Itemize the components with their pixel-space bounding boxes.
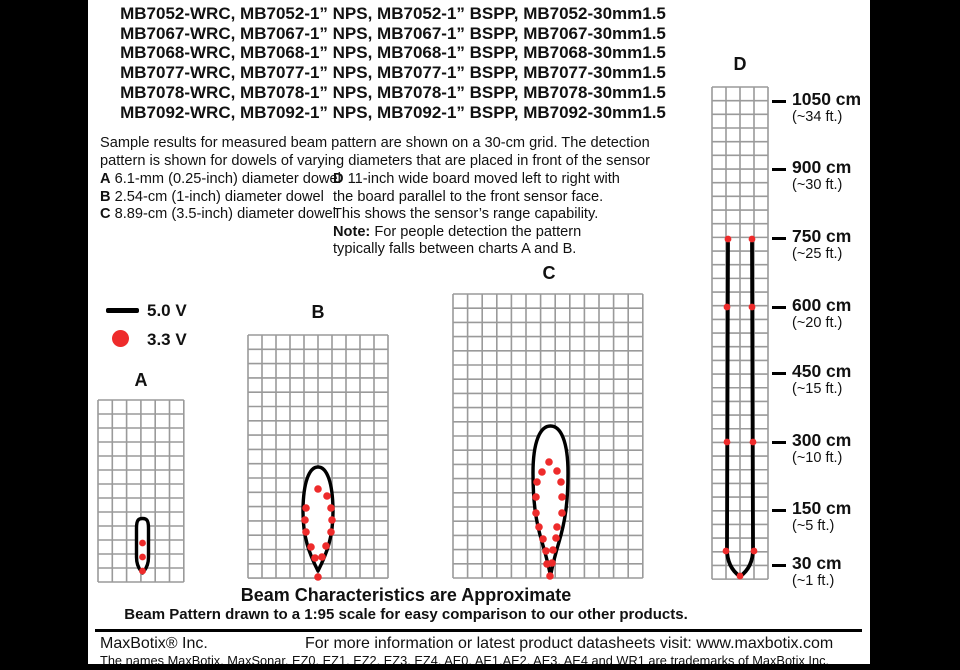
dowel-item: C 8.89-cm (3.5-inch) diameter dowel bbox=[100, 206, 337, 223]
legend-5v-line-swatch bbox=[106, 308, 139, 313]
scale-tick: 150 cm (~5 ft.) bbox=[772, 498, 960, 535]
footer-divider bbox=[95, 629, 862, 632]
dowel-item: A 6.1-mm (0.25-inch) diameter dowel bbox=[100, 171, 341, 187]
approximate-title: Beam Characteristics are Approximate bbox=[240, 585, 572, 605]
footer-info-url: For more information or latest product d… bbox=[305, 635, 834, 652]
scale-tick: 1050 cm (~34 ft.) bbox=[772, 89, 960, 126]
model-line: MB7068-WRC, MB7068-1” NPS, MB7068-1” BSP… bbox=[120, 43, 666, 63]
scale-tick: 750 cm (~25 ft.) bbox=[772, 226, 960, 263]
legend-5v-label: 5.0 V bbox=[147, 301, 187, 320]
intro-paragraph: Sample results for measured beam pattern… bbox=[100, 135, 700, 170]
product-model-list: MB7052-WRC, MB7052-1” NPS, MB7052-1” BSP… bbox=[95, 4, 691, 122]
scale-tick: 900 cm (~30 ft.) bbox=[772, 157, 960, 194]
tick-ft-label: (~30 ft.) bbox=[792, 177, 843, 193]
tick-dash bbox=[772, 306, 786, 309]
tick-dash bbox=[772, 441, 786, 444]
tick-ft-label: (~20 ft.) bbox=[792, 315, 843, 331]
intro-line: pattern is shown for dowels of varying d… bbox=[100, 152, 650, 169]
chart-c-label: C bbox=[542, 263, 556, 283]
board-description-column: D 11-inch wide board moved left to right… bbox=[333, 171, 620, 259]
legend-3v-dot-swatch bbox=[112, 330, 129, 347]
tick-ft-label: (~1 ft.) bbox=[792, 573, 835, 589]
tick-cm-label: 750 cm bbox=[792, 226, 852, 246]
chart-a-label: A bbox=[134, 370, 148, 390]
tick-dash bbox=[772, 372, 786, 375]
model-line: MB7078-WRC, MB7078-1” NPS, MB7078-1” BSP… bbox=[120, 82, 666, 102]
dowel-legend-column: A 6.1-mm (0.25-inch) diameter dowel B 2.… bbox=[100, 171, 341, 224]
tick-cm-label: 1050 cm bbox=[792, 89, 862, 109]
board-line: This shows the sensor’s range capability… bbox=[333, 206, 599, 223]
scale-tick: 450 cm (~15 ft.) bbox=[772, 361, 960, 398]
legend-3v-label: 3.3 V bbox=[147, 330, 187, 349]
model-line: MB7052-WRC, MB7052-1” NPS, MB7052-1” BSP… bbox=[120, 4, 666, 23]
tick-dash bbox=[772, 168, 786, 171]
footer-company: MaxBotix® Inc. bbox=[100, 635, 208, 652]
letterbox-left bbox=[0, 0, 88, 670]
board-note-line: Note: For people detection the pattern bbox=[333, 223, 582, 240]
tick-cm-label: 30 cm bbox=[792, 553, 842, 573]
model-line: MB7092-WRC, MB7092-1” NPS, MB7092-1” BSP… bbox=[120, 102, 666, 122]
tick-ft-label: (~15 ft.) bbox=[792, 381, 843, 397]
tick-cm-label: 300 cm bbox=[792, 430, 852, 450]
board-line: the board parallel to the front sensor f… bbox=[333, 188, 604, 205]
intro-line: Sample results for measured beam pattern… bbox=[100, 135, 650, 151]
board-note-line: typically falls between charts A and B. bbox=[333, 241, 577, 258]
dowel-item: B 2.54-cm (1-inch) diameter dowel bbox=[100, 188, 324, 205]
tick-cm-label: 150 cm bbox=[792, 498, 852, 518]
tick-cm-label: 450 cm bbox=[792, 361, 852, 381]
scale-tick: 600 cm (~20 ft.) bbox=[772, 295, 960, 332]
tick-dash bbox=[772, 564, 786, 567]
tick-cm-label: 600 cm bbox=[792, 295, 852, 315]
tick-ft-label: (~34 ft.) bbox=[792, 109, 843, 125]
board-line: D 11-inch wide board moved left to right… bbox=[333, 171, 620, 187]
scale-tick: 30 cm (~1 ft.) bbox=[772, 553, 960, 590]
model-line: MB7077-WRC, MB7077-1” NPS, MB7077-1” BSP… bbox=[120, 63, 666, 83]
scale-note: Beam Pattern drawn to a 1:95 scale for e… bbox=[124, 606, 688, 623]
letterbox-right bbox=[870, 0, 960, 670]
chart-b-label: B bbox=[311, 302, 325, 322]
scale-tick: 300 cm (~10 ft.) bbox=[772, 430, 960, 467]
chart-d-label: D bbox=[733, 54, 747, 74]
tick-dash bbox=[772, 237, 786, 240]
tick-ft-label: (~25 ft.) bbox=[792, 246, 843, 262]
tick-ft-label: (~10 ft.) bbox=[792, 450, 843, 466]
tick-ft-label: (~5 ft.) bbox=[792, 518, 835, 534]
tick-cm-label: 900 cm bbox=[792, 157, 852, 177]
tick-dash bbox=[772, 100, 786, 103]
tick-dash bbox=[772, 509, 786, 512]
letterbox-bottom bbox=[0, 664, 960, 670]
model-line: MB7067-WRC, MB7067-1” NPS, MB7067-1” BSP… bbox=[120, 23, 666, 43]
